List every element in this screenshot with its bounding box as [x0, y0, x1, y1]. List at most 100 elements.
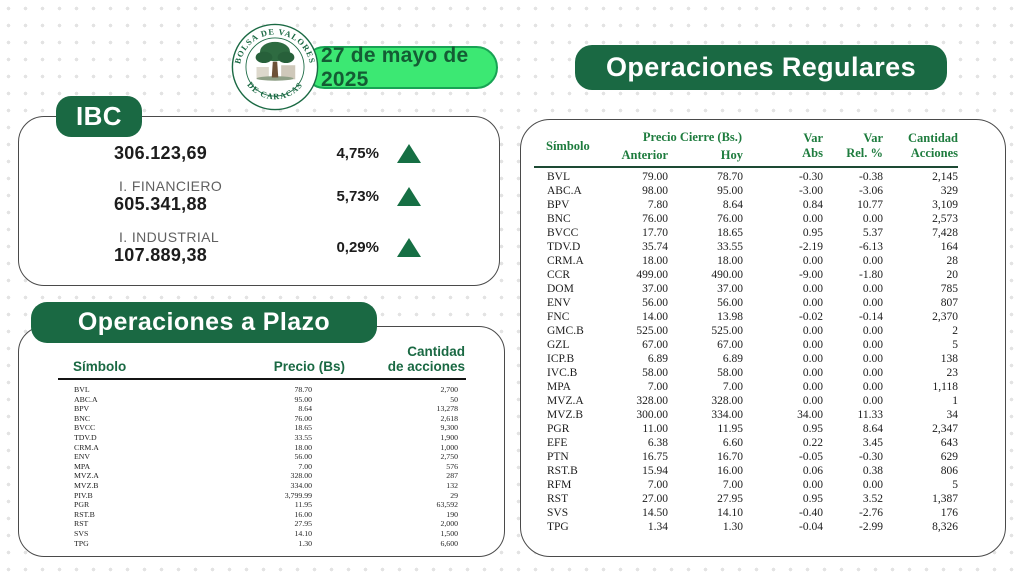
table-cell: 0.95	[802, 423, 823, 435]
table-row: FNC 14.00 13.98 -0.02 -0.14 2,370	[534, 310, 958, 324]
table-cell: 98.00	[642, 185, 668, 197]
table-cell: 1	[952, 395, 958, 407]
table-cell: 27.95	[294, 519, 312, 529]
table-row: MPA 7.00 576	[58, 462, 466, 472]
table-cell: 16.75	[642, 451, 668, 463]
table-cell: 35.74	[642, 241, 668, 253]
table-cell: 490.00	[711, 269, 743, 281]
regulares-title: Operaciones Regulares	[605, 52, 917, 82]
table-cell: 20	[946, 269, 959, 281]
regulares-header-var-abs: Var Abs	[802, 131, 823, 160]
regulares-title-badge: Operaciones Regulares	[575, 45, 947, 90]
table-cell: RST	[547, 493, 569, 505]
plazo-header-qty: Cantidad de acciones	[346, 343, 466, 380]
ibc-title-badge: IBC	[56, 96, 142, 137]
ibc-row-general: 306.123,69 4,75%	[19, 143, 499, 164]
ibc-index-label: I. FINANCIERO	[119, 178, 223, 194]
regulares-header-row-2: Anterior Hoy	[534, 148, 958, 167]
table-cell: 0.00	[862, 339, 883, 351]
table-cell: 0.38	[862, 465, 883, 477]
table-cell: 5	[952, 479, 958, 491]
table-cell: 33.55	[294, 432, 312, 442]
table-cell: BNC	[547, 213, 571, 225]
table-cell: 499.00	[636, 269, 668, 281]
table-row: ABC.A 98.00 95.00 -3.00 -3.06 329	[534, 184, 958, 198]
table-cell: 23	[946, 367, 959, 379]
table-cell: 17.70	[642, 227, 668, 239]
table-cell: BVL	[74, 385, 90, 394]
table-cell: 27.00	[642, 493, 668, 505]
table-cell: DOM	[547, 283, 574, 295]
table-cell: 0.00	[862, 213, 883, 225]
table-cell: -0.30	[859, 451, 883, 463]
table-cell: 190	[446, 509, 458, 519]
table-cell: PIV.B	[74, 490, 93, 500]
table-cell: 50	[450, 394, 458, 404]
table-row: BVL 78.70 2,700	[58, 379, 466, 395]
table-cell: 334.00	[290, 480, 312, 490]
table-cell: 0.00	[862, 479, 883, 491]
table-cell: 7.00	[722, 479, 743, 491]
table-cell: -0.30	[743, 166, 823, 184]
table-cell: 29	[450, 490, 458, 500]
table-cell: 5.37	[862, 227, 883, 239]
table-cell: ENV	[547, 297, 571, 309]
table-row: RFM 7.00 7.00 0.00 0.00 5	[534, 478, 958, 492]
plazo-title-badge: Operaciones a Plazo	[31, 302, 377, 343]
table-cell: 37.00	[642, 283, 668, 295]
table-cell: RFM	[547, 479, 572, 491]
table-cell: RST.B	[74, 509, 95, 519]
table-cell: 1,000	[440, 442, 458, 452]
table-row: MVZ.B 300.00 334.00 34.00 11.33 34	[534, 408, 958, 422]
table-row: CRM.A 18.00 1,000	[58, 443, 466, 453]
regulares-table-body: BVL 79.00 78.70 -0.30 -0.38 2,145 ABC.A 98.00 95…	[534, 166, 959, 534]
table-cell: 5	[952, 339, 958, 351]
table-row: TPG 1.34 1.30 -0.04 -2.99 8,326	[534, 520, 958, 534]
table-cell: 300.00	[636, 409, 668, 421]
date-text: 27 de mayo de 2025	[321, 43, 469, 91]
table-row: BVCC 17.70 18.65 0.95 5.37 7,428	[534, 226, 958, 240]
table-cell: CRM.A	[74, 442, 99, 452]
table-cell: 287	[446, 471, 458, 481]
table-row: MVZ.A 328.00 328.00 0.00 0.00 1	[534, 394, 958, 408]
table-cell: GZL	[547, 339, 570, 351]
table-cell: 525.00	[711, 325, 743, 337]
table-cell: 11.95	[717, 423, 743, 435]
table-cell: 78.70	[294, 385, 312, 394]
table-row: RST 27.95 2,000	[58, 519, 466, 529]
table-cell: 7.80	[647, 199, 668, 211]
table-cell: 8.64	[862, 423, 883, 435]
table-cell: 807	[940, 297, 958, 309]
table-cell: 2,347	[932, 423, 958, 435]
table-cell: 14.50	[642, 507, 668, 519]
table-cell: SVS	[74, 528, 89, 538]
table-cell: 16.00	[717, 465, 743, 477]
table-cell: 6.89	[647, 353, 668, 365]
table-cell: PGR	[547, 423, 570, 435]
table-cell: 1.30	[298, 538, 312, 548]
table-cell: 0.00	[802, 395, 823, 407]
table-cell: 7.00	[722, 381, 743, 393]
table-row: ENV 56.00 56.00 0.00 0.00 807	[534, 296, 958, 310]
plazo-title: Operaciones a Plazo	[77, 308, 331, 336]
regulares-header-symbol: Símbolo	[546, 138, 590, 153]
ibc-index-change: 5,73%	[336, 188, 379, 205]
table-cell: BVL	[534, 166, 586, 184]
table-cell: 0.00	[802, 297, 823, 309]
table-cell: 56.00	[717, 297, 743, 309]
table-cell: 58.00	[717, 367, 743, 379]
table-cell: 6.38	[647, 437, 668, 449]
table-cell: 95.00	[717, 185, 743, 197]
table-cell: -3.00	[799, 185, 823, 197]
table-row: RST 27.00 27.95 0.95 3.52 1,387	[534, 492, 958, 506]
table-cell: -2.76	[859, 507, 883, 519]
table-row: PIV.B 3,799.99 29	[58, 491, 466, 501]
ibc-body: 306.123,69 4,75% I. FINANCIERO 605.341,8…	[19, 117, 499, 266]
table-cell: -3.06	[859, 185, 883, 197]
table-cell: 0.00	[862, 283, 883, 295]
table-cell: 785	[940, 283, 958, 295]
table-cell: 1.30	[722, 521, 743, 533]
table-cell: 132	[446, 480, 458, 490]
ibc-index-value: 306.123,69	[114, 143, 208, 163]
plazo-table-body: BVL 78.70 2,700 ABC.A 95.00 50 BPV 8.64 13,278 BN…	[58, 379, 466, 548]
